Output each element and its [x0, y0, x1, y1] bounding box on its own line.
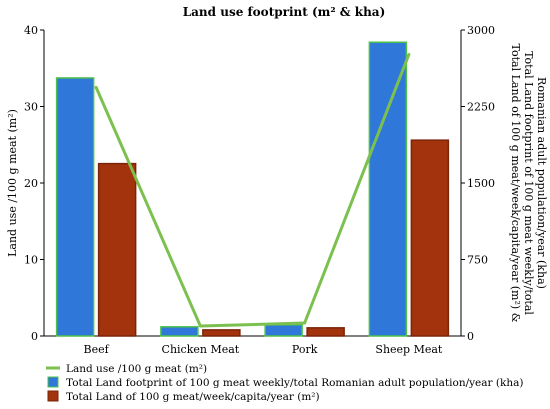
axis-labels: Land use /100 g meat (m²) Total Land of 1… — [6, 44, 548, 323]
line-point-3 — [407, 52, 411, 56]
legend-swatch-bar — [47, 376, 59, 388]
y-axis-label-right: Total Land of 100 g meat/week/capita/yea… — [509, 44, 522, 323]
line-land-use — [94, 53, 411, 328]
axes: 0 10 20 30 40 0 750 1500 2250 3000 Beef Chicken Mea… — [24, 24, 495, 356]
y-tick-label-left: 40 — [24, 24, 38, 37]
bar-capita-1 — [202, 329, 241, 337]
legend: Land use /100 g meat (m²) Total Land foot… — [46, 363, 523, 403]
x-category-label: Chicken Meat — [162, 343, 240, 356]
y-tick-label-right: 3000 — [467, 24, 495, 37]
bar-kha-1 — [160, 326, 199, 337]
bar-kha-0 — [55, 77, 95, 337]
y-axis-label-left: Land use /100 g meat (m²) — [6, 109, 19, 257]
x-category-label: Beef — [84, 343, 110, 356]
x-category-label: Sheep Meat — [375, 343, 443, 356]
line-point-2 — [303, 321, 307, 325]
legend-swatch-bar — [47, 390, 59, 402]
y-tick-label-left: 10 — [24, 254, 38, 267]
bars — [55, 41, 450, 337]
bar-kha-2 — [264, 324, 303, 337]
y-tick-label-right: 2250 — [467, 101, 495, 114]
y-tick-label-left: 20 — [24, 177, 38, 190]
y-tick-label-left: 30 — [24, 101, 38, 114]
chart-title: Land use footprint (m² & kha) — [183, 5, 386, 19]
line-point-0 — [94, 85, 98, 89]
bar-capita-3 — [410, 139, 450, 337]
bar-capita-2 — [306, 327, 345, 337]
line-series — [94, 52, 411, 328]
y-tick-label-right: 750 — [467, 254, 488, 267]
y-tick-label-left: 0 — [31, 330, 38, 343]
legend-label: Total Land footprint of 100 g meat weekl… — [66, 377, 523, 389]
line-point-1 — [198, 324, 202, 328]
x-category-label: Pork — [292, 343, 318, 356]
y-axis-label-right: Total Land footprint of 100 g meat weekl… — [522, 51, 535, 315]
legend-label: Total Land of 100 g meat/week/capita/yea… — [66, 391, 320, 403]
y-axis-label-right: Romanian adult population/year (kha) — [535, 77, 548, 289]
bar-kha-3 — [368, 41, 408, 337]
y-tick-label-right: 0 — [467, 330, 474, 343]
y-tick-label-right: 1500 — [467, 177, 495, 190]
legend-label: Land use /100 g meat (m²) — [66, 363, 207, 375]
bar-capita-0 — [97, 162, 137, 337]
